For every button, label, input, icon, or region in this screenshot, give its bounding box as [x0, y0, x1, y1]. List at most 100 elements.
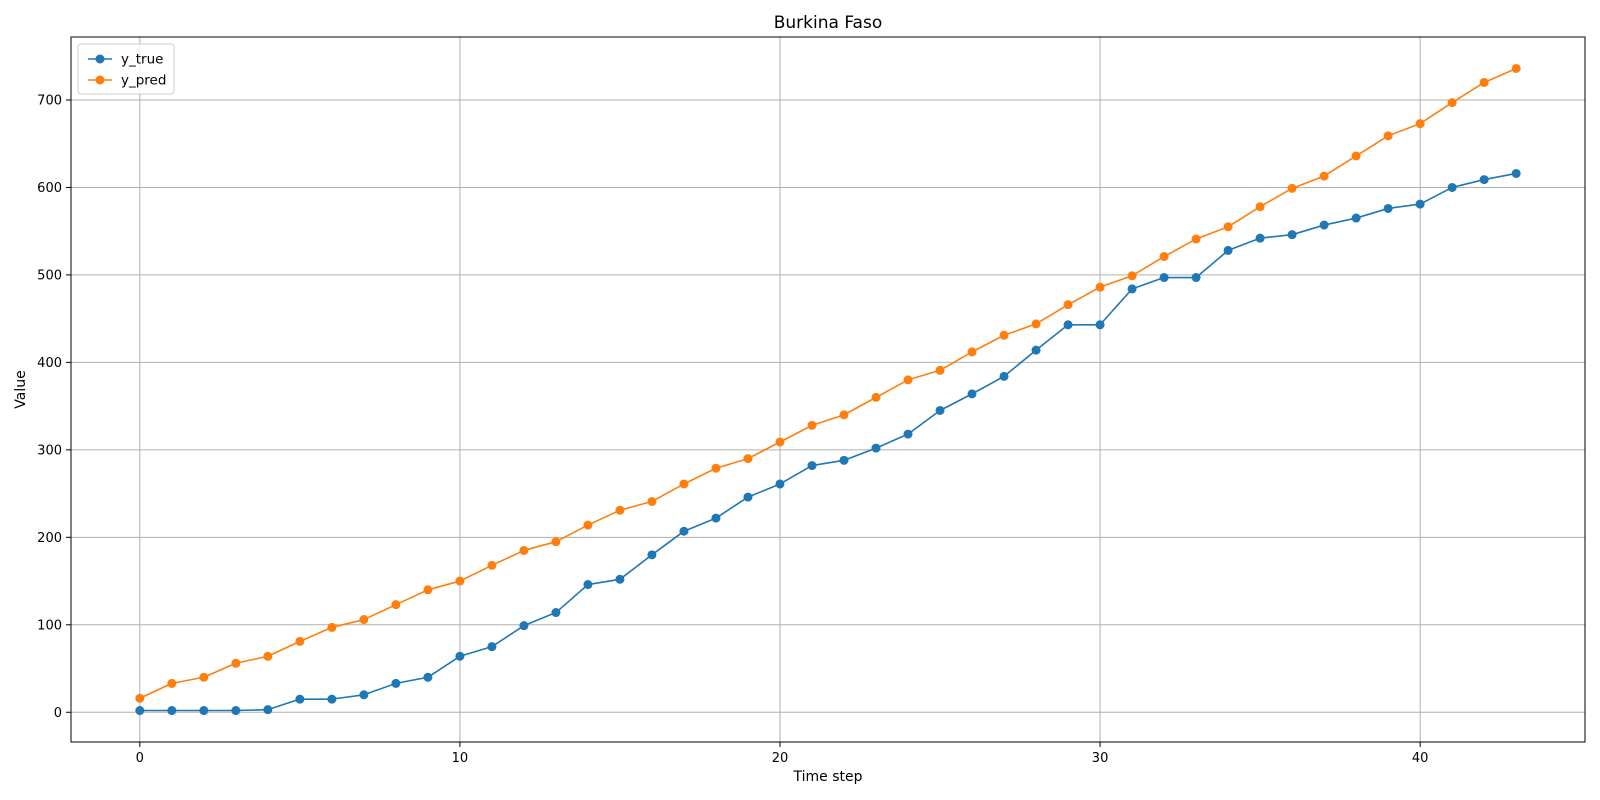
- data-point-y_true: [423, 672, 433, 682]
- data-point-y_pred: [583, 520, 593, 530]
- data-point-y_pred: [199, 672, 209, 682]
- y-tick-label: 700: [37, 93, 62, 108]
- legend-label-y_true: y_true: [121, 52, 163, 68]
- data-point-y_true: [231, 706, 241, 716]
- data-point-y_pred: [1319, 171, 1329, 181]
- legend-label-y_pred: y_pred: [121, 73, 166, 89]
- data-point-y_pred: [775, 437, 785, 447]
- data-point-y_pred: [519, 545, 529, 555]
- data-point-y_true: [1479, 175, 1489, 185]
- data-point-y_true: [839, 455, 849, 465]
- data-point-y_pred: [1447, 98, 1457, 108]
- data-point-y_pred: [1415, 119, 1425, 129]
- data-point-y_pred: [999, 330, 1009, 340]
- y-tick-label: 0: [54, 706, 62, 721]
- data-point-y_true: [999, 371, 1009, 381]
- data-point-y_true: [1287, 230, 1297, 240]
- data-point-y_pred: [1223, 222, 1233, 232]
- legend-item-y_pred: y_pred: [88, 73, 166, 89]
- data-point-y_true: [295, 694, 305, 704]
- grid: [71, 37, 1585, 742]
- y-tick-label: 600: [37, 181, 62, 196]
- data-point-y_true: [1095, 320, 1105, 330]
- data-point-y_pred: [1159, 252, 1169, 262]
- data-point-y_true: [455, 651, 465, 661]
- data-point-y_pred: [839, 410, 849, 420]
- series-layer: [135, 63, 1521, 716]
- x-tick-label: 0: [136, 751, 144, 766]
- x-axis-title: Time step: [793, 769, 863, 785]
- data-point-y_true: [1127, 284, 1137, 294]
- data-point-y_true: [1447, 182, 1457, 192]
- data-point-y_true: [1159, 273, 1169, 283]
- data-point-y_true: [1255, 233, 1265, 243]
- data-point-y_pred: [1063, 300, 1073, 310]
- data-point-y_true: [135, 706, 145, 716]
- data-point-y_pred: [1287, 183, 1297, 193]
- data-point-y_true: [679, 526, 689, 536]
- data-point-y_true: [391, 678, 401, 688]
- plot-area-frame: [70, 36, 1586, 743]
- data-point-y_true: [711, 513, 721, 523]
- series-y_true: [135, 168, 1521, 716]
- x-tick-label: 40: [1412, 751, 1429, 766]
- y-tick-label: 300: [37, 443, 62, 458]
- data-point-y_pred: [1351, 151, 1361, 161]
- data-point-y_pred: [807, 420, 817, 430]
- data-point-y_true: [1223, 245, 1233, 255]
- data-point-y_pred: [615, 505, 625, 515]
- data-point-y_true: [743, 492, 753, 502]
- data-point-y_true: [1191, 273, 1201, 283]
- data-point-y_true: [519, 621, 529, 631]
- x-tick-label: 30: [1092, 751, 1109, 766]
- data-point-y_pred: [1031, 319, 1041, 329]
- data-point-y_pred: [551, 537, 561, 547]
- data-point-y_true: [359, 690, 369, 700]
- data-point-y_true: [615, 574, 625, 584]
- data-point-y_true: [583, 580, 593, 590]
- legend-marker-y_true: [95, 54, 105, 64]
- series-line-y_pred: [139, 67, 1517, 699]
- data-point-y_pred: [871, 392, 881, 402]
- data-point-y_pred: [487, 560, 497, 570]
- legend-marker-y_pred: [95, 75, 105, 85]
- data-point-y_true: [1511, 168, 1521, 178]
- data-point-y_pred: [903, 375, 913, 385]
- data-point-y_pred: [455, 576, 465, 586]
- data-point-y_true: [551, 608, 561, 618]
- data-point-y_pred: [295, 636, 305, 646]
- data-point-y_pred: [1191, 234, 1201, 244]
- data-point-y_true: [967, 389, 977, 399]
- data-point-y_true: [1063, 320, 1073, 330]
- data-point-y_true: [1031, 345, 1041, 355]
- x-tick-label: 20: [772, 751, 789, 766]
- data-point-y_pred: [423, 585, 433, 595]
- data-point-y_true: [807, 461, 817, 471]
- data-point-y_pred: [967, 347, 977, 357]
- data-point-y_pred: [391, 600, 401, 610]
- data-point-y_pred: [1383, 131, 1393, 141]
- y-tick-label: 100: [37, 618, 62, 633]
- data-point-y_true: [871, 443, 881, 453]
- data-point-y_pred: [1255, 202, 1265, 212]
- data-point-y_pred: [167, 678, 177, 688]
- chart-title: Burkina Faso: [774, 13, 882, 33]
- y-tick-label: 200: [37, 531, 62, 546]
- series-line-y_true: [139, 172, 1517, 712]
- data-point-y_pred: [1095, 282, 1105, 292]
- data-point-y_pred: [1127, 271, 1137, 281]
- data-point-y_pred: [1479, 77, 1489, 87]
- data-point-y_pred: [679, 479, 689, 489]
- data-point-y_pred: [711, 463, 721, 473]
- data-point-y_pred: [1511, 63, 1521, 73]
- data-point-y_true: [199, 706, 209, 716]
- data-point-y_pred: [327, 622, 337, 632]
- data-point-y_pred: [359, 615, 369, 625]
- data-point-y_pred: [135, 693, 145, 703]
- data-point-y_true: [1415, 199, 1425, 209]
- data-point-y_pred: [743, 454, 753, 464]
- y-axis-title: Value: [13, 370, 29, 408]
- data-point-y_true: [487, 642, 497, 652]
